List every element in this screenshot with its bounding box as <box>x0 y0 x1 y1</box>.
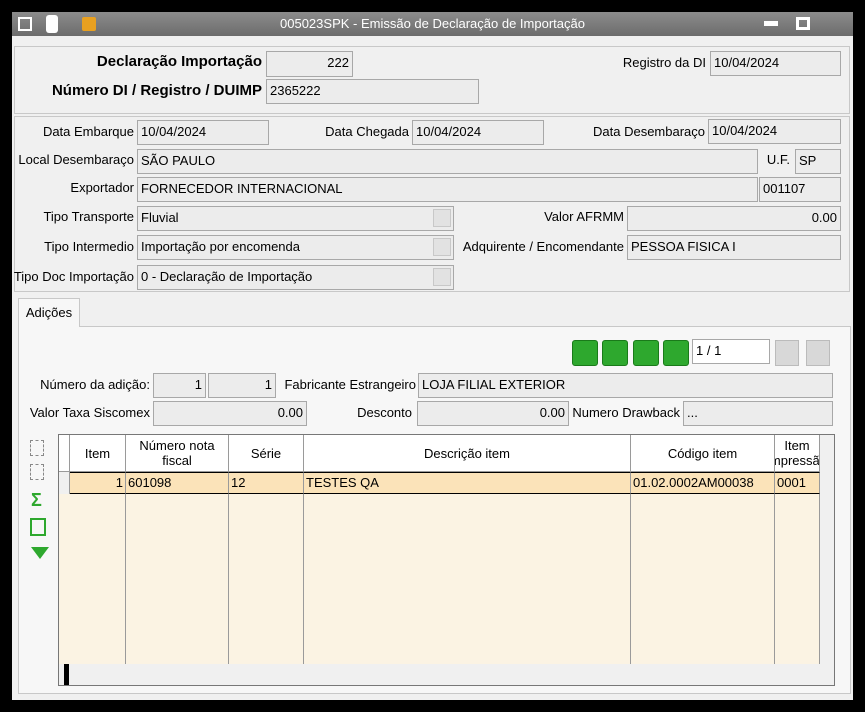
field[interactable]: PESSOA FISICA I <box>627 235 841 260</box>
grid-cell[interactable]: 12 <box>229 472 304 494</box>
combo-box[interactable]: 0 - Declaração de Importação <box>137 265 454 290</box>
column-header: Número nota fiscal <box>126 435 229 472</box>
field[interactable]: 001107 <box>759 177 841 202</box>
grid-cell[interactable]: 601098 <box>126 472 229 494</box>
label: Adquirente / Encomendante <box>462 239 624 254</box>
field[interactable]: 222 <box>266 51 353 77</box>
field[interactable]: 1 <box>208 373 276 398</box>
combo-box[interactable]: Fluvial <box>137 206 454 231</box>
remove-button[interactable] <box>806 340 830 366</box>
column-header: Item <box>70 435 126 472</box>
column-header: Série <box>229 435 304 472</box>
label: Declaração Importação <box>96 53 262 70</box>
field[interactable]: 1 <box>153 373 206 398</box>
label: Valor AFRMM <box>544 209 624 224</box>
row-indicator <box>59 472 70 494</box>
label: Número da adição: <box>40 377 150 392</box>
minimize-button[interactable] <box>764 21 778 26</box>
grid-add-icon[interactable] <box>30 440 44 456</box>
column-header: Descrição item <box>304 435 631 472</box>
combo-box[interactable]: Importação por encomenda <box>137 235 454 260</box>
label: Registro da DI <box>622 55 706 70</box>
nav-first[interactable] <box>572 340 598 366</box>
field[interactable]: 0.00 <box>417 401 569 426</box>
grid-cell[interactable]: 01.02.0002AM00038 <box>631 472 775 494</box>
window-title: 005023SPK - Emissão de Declaração de Imp… <box>280 16 585 31</box>
maximize-button[interactable] <box>796 17 810 30</box>
add-button[interactable] <box>775 340 799 366</box>
column-line <box>125 472 126 664</box>
header-panel <box>14 46 850 114</box>
details-panel <box>14 116 850 292</box>
label: Numero Drawback <box>572 405 680 420</box>
toolbar-icon[interactable] <box>46 15 58 33</box>
label: Data Desembaraço <box>593 124 705 139</box>
field[interactable]: SÃO PAULO <box>137 149 758 174</box>
row-indicator-header <box>59 435 70 472</box>
field[interactable]: 10/04/2024 <box>708 119 841 144</box>
label: Tipo Transporte <box>43 209 134 224</box>
toolbar-icon[interactable] <box>18 17 32 31</box>
column-header: Código item <box>631 435 775 472</box>
grid-cell[interactable]: 0001 <box>775 472 820 494</box>
field[interactable]: 0.00 <box>627 206 841 231</box>
column-line <box>819 472 820 664</box>
record-counter: 1 / 1 <box>692 339 770 364</box>
column-line <box>774 472 775 664</box>
field[interactable]: FORNECEDOR INTERNACIONAL <box>137 177 758 202</box>
collapse-icon[interactable] <box>31 547 49 559</box>
field[interactable]: 0.00 <box>153 401 307 426</box>
scrollbar-thumb[interactable] <box>64 664 69 685</box>
nav-prev[interactable] <box>602 340 628 366</box>
tab[interactable]: Adições <box>18 298 80 327</box>
label: Local Desembaraço <box>18 152 134 167</box>
field[interactable]: ... <box>683 401 833 426</box>
grid-cell[interactable]: TESTES QA <box>304 472 631 494</box>
field[interactable]: 10/04/2024 <box>412 120 544 145</box>
label: Exportador <box>70 180 134 195</box>
toolbar-icon[interactable] <box>82 17 96 31</box>
column-line <box>303 472 304 664</box>
column-line <box>228 472 229 664</box>
label: Número DI / Registro / DUIMP <box>51 82 262 99</box>
sum-icon[interactable]: Σ <box>31 490 42 510</box>
horizontal-scrollbar[interactable] <box>59 664 834 685</box>
nav-next[interactable] <box>633 340 659 366</box>
label: Valor Taxa Siscomex <box>29 405 150 420</box>
field[interactable]: 10/04/2024 <box>137 120 269 145</box>
field[interactable]: LOJA FILIAL EXTERIOR <box>418 373 833 398</box>
vertical-scrollbar[interactable] <box>820 435 834 664</box>
label: U.F. <box>766 152 790 167</box>
label: Fabricante Estrangeiro <box>284 377 416 392</box>
grid-remove-icon[interactable] <box>30 464 44 480</box>
nav-last[interactable] <box>663 340 689 366</box>
column-header: Item impressão <box>775 435 820 472</box>
title-bar <box>12 12 853 36</box>
label: Data Embarque <box>42 124 134 139</box>
label: Data Chegada <box>325 124 409 139</box>
column-line <box>630 472 631 664</box>
field[interactable]: 2365222 <box>266 79 479 104</box>
field[interactable]: 10/04/2024 <box>710 51 841 76</box>
label: Tipo Doc Importação <box>13 269 134 284</box>
field[interactable]: SP <box>795 149 841 174</box>
label: Tipo Intermedio <box>44 239 134 254</box>
export-icon[interactable] <box>30 518 46 536</box>
grid-cell[interactable]: 1 <box>70 472 126 494</box>
label: Desconto <box>357 405 412 420</box>
